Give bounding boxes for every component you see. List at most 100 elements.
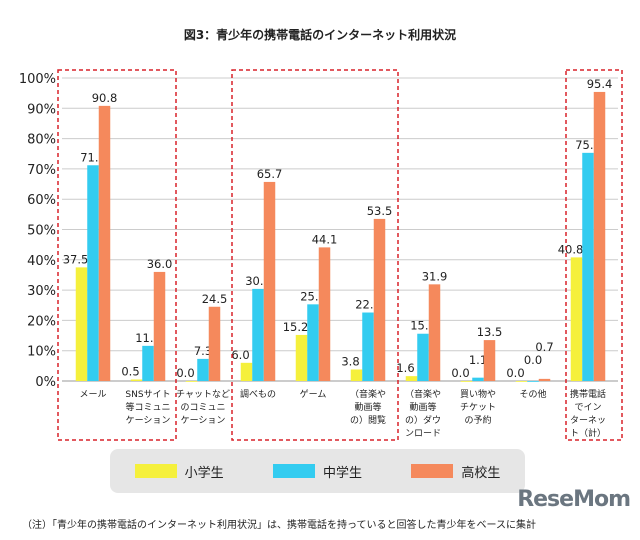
data-label: 0.7 (535, 340, 553, 354)
legend-label: 高校生 (461, 465, 501, 481)
data-label: 6.0 (231, 348, 249, 362)
x-tick-label: その他 (519, 388, 546, 400)
x-tick-label: 携帯電話 (570, 388, 606, 400)
x-tick-label: メール (79, 390, 106, 400)
x-tick-label: 動画等 (354, 401, 381, 413)
bar (405, 376, 418, 381)
legend-swatch (134, 464, 177, 478)
data-label: 0.5 (121, 364, 139, 378)
data-label: 90.8 (92, 91, 118, 105)
bar (362, 312, 374, 381)
bar (98, 105, 111, 381)
x-tick-label: でイン (574, 403, 601, 413)
y-tick-label: 50% (27, 224, 56, 239)
highlight-box (57, 69, 177, 441)
data-label: 1.1 (469, 353, 487, 367)
x-tick-label: ト（計） (570, 427, 606, 439)
x-tick-label: 調べもの (240, 388, 276, 400)
data-label: 40.8 (558, 242, 584, 256)
legend-item: 中学生 (272, 462, 362, 481)
legend-label: 小学生 (184, 465, 224, 481)
data-label: 0.0 (506, 366, 524, 380)
y-tick-label: 0% (35, 375, 56, 390)
x-tick-label: のコミュニ (180, 403, 225, 413)
y-tick-label: 90% (27, 102, 56, 117)
data-label: 37.5 (63, 252, 89, 266)
data-label: 15.2 (283, 320, 309, 334)
x-tick-label: ンロード (405, 429, 441, 439)
data-label: 36.0 (147, 257, 173, 271)
bar (240, 362, 253, 381)
bar (263, 181, 276, 381)
bar (460, 381, 473, 382)
bar (142, 345, 154, 381)
bar (515, 381, 528, 382)
data-label: 13.5 (477, 325, 503, 339)
x-tick-label: 等コミュニ (125, 401, 170, 413)
bar (373, 218, 386, 381)
x-tick-label: 買い物や (460, 388, 496, 400)
bar (208, 306, 221, 381)
bar (428, 284, 441, 381)
x-tick-label: ゲーム (300, 388, 327, 400)
data-label: 7.3 (194, 344, 212, 358)
bar (527, 381, 539, 382)
bar (75, 267, 88, 381)
legend-swatch (411, 464, 454, 478)
data-label: 0.0 (176, 366, 194, 380)
bar (417, 333, 429, 381)
y-tick-label: 100% (19, 72, 56, 87)
bar (185, 381, 198, 382)
y-tick-label: 60% (27, 193, 56, 208)
y-tick-label: 20% (27, 314, 56, 329)
bar (153, 271, 166, 381)
x-tick-label: チケット (460, 402, 496, 413)
legend-item: 高校生 (411, 462, 500, 481)
bar (307, 304, 319, 381)
legend-label: 中学生 (322, 465, 362, 481)
y-tick-label: 70% (27, 163, 56, 178)
data-label: 24.5 (202, 292, 228, 306)
data-label: 65.7 (257, 167, 283, 181)
x-tick-label: の）ダウ (405, 414, 441, 426)
bar (318, 247, 331, 381)
bar (295, 334, 308, 381)
bar (130, 379, 143, 381)
x-tick-label: の予約 (464, 414, 491, 426)
legend: 小学生 中学生 高校生 (110, 449, 525, 493)
x-tick-label: チャットなど (176, 389, 230, 400)
y-tick-label: 80% (27, 133, 56, 148)
data-label: 95.4 (587, 77, 613, 91)
data-label: 31.9 (422, 269, 448, 283)
bar (197, 358, 209, 381)
bar (87, 165, 99, 381)
bar (582, 152, 594, 381)
data-label: 0.0 (451, 366, 469, 380)
data-label: 53.5 (367, 204, 393, 218)
bar (538, 378, 551, 381)
data-label: 3.8 (341, 354, 359, 368)
x-tick-label: の）閲覧 (350, 414, 386, 426)
x-tick-label: （音楽や (405, 388, 441, 400)
highlight-box (565, 69, 623, 441)
data-label: 0.0 (524, 353, 542, 367)
bar (593, 91, 606, 382)
y-tick-label: 30% (27, 284, 56, 299)
x-tick-label: 動画等 (409, 401, 436, 413)
legend-item: 小学生 (134, 462, 224, 481)
x-tick-label: ケーション (181, 415, 226, 426)
bar (350, 369, 363, 381)
chart-title: 図3：青少年の携帯電話のインターネット利用状況 (183, 28, 457, 42)
bar (570, 257, 583, 381)
bar (483, 340, 496, 381)
bar-chart: 0%10%20%30%40%50%60%70%80%90%100%37.571.… (19, 69, 623, 441)
bar (472, 377, 484, 381)
data-label: 44.1 (312, 232, 338, 246)
y-tick-label: 40% (27, 254, 56, 269)
y-tick-label: 10% (27, 345, 56, 360)
legend-swatch (272, 464, 315, 478)
x-tick-label: （音楽や (350, 388, 386, 400)
x-tick-label: ターネッ (570, 415, 606, 426)
bar (252, 288, 264, 381)
logo: ReseMom (517, 487, 631, 512)
